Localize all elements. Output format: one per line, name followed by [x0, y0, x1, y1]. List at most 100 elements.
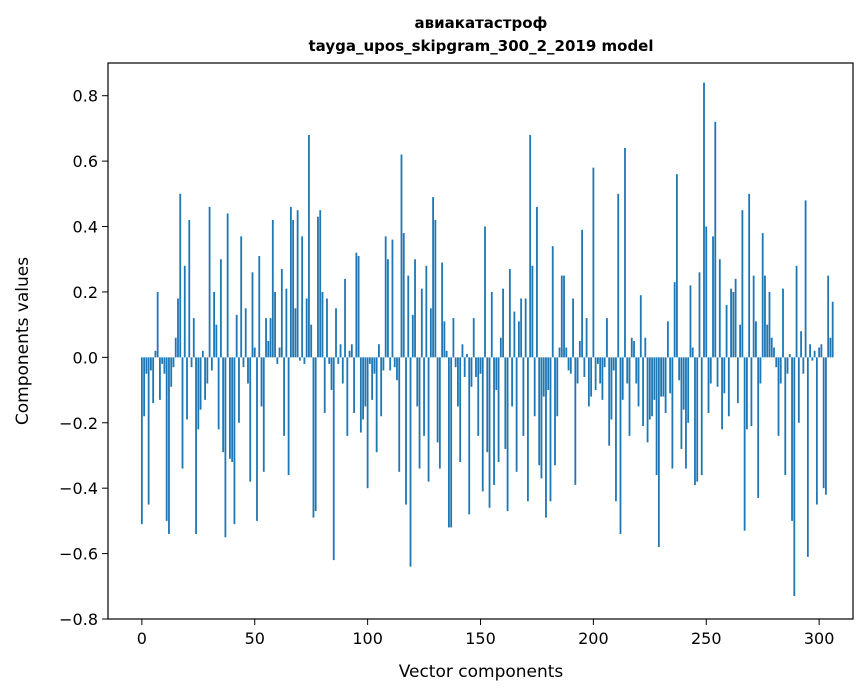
bar	[163, 357, 166, 374]
bar	[698, 272, 701, 358]
bar	[569, 357, 572, 374]
bar	[624, 148, 626, 358]
x-tick-label: 100	[352, 629, 383, 648]
bar	[251, 272, 254, 358]
bar	[499, 337, 502, 358]
bar	[323, 357, 326, 413]
bar	[655, 357, 658, 476]
bar	[472, 318, 475, 358]
bar	[585, 318, 588, 358]
x-axis-label: Vector components	[399, 662, 564, 682]
bar	[199, 357, 202, 410]
bar	[795, 265, 798, 358]
bar	[186, 357, 188, 420]
bar	[414, 259, 416, 358]
bar	[411, 314, 414, 358]
bar	[337, 357, 340, 364]
bar	[484, 226, 486, 358]
bar	[238, 357, 240, 423]
bar	[682, 357, 685, 410]
bar	[755, 321, 757, 358]
bar	[335, 308, 337, 358]
bar	[689, 285, 692, 358]
bar	[468, 357, 471, 515]
x-tick-label: 50	[245, 629, 265, 648]
bar	[298, 357, 301, 361]
bar	[140, 357, 143, 525]
bar	[761, 233, 764, 358]
bar	[736, 357, 739, 404]
bar	[709, 357, 712, 384]
bar	[145, 357, 148, 374]
bar	[703, 82, 705, 358]
bar	[545, 357, 547, 518]
bar	[804, 200, 807, 358]
bar	[773, 347, 775, 358]
bar	[619, 357, 622, 534]
bar	[829, 337, 832, 358]
bar	[734, 278, 737, 358]
bar	[267, 341, 270, 358]
y-tick-label: −0.6	[59, 545, 98, 564]
bar	[461, 344, 464, 358]
bar	[644, 337, 647, 358]
bar	[657, 357, 660, 548]
bar	[739, 324, 742, 358]
bar-series	[140, 82, 834, 597]
bar	[154, 350, 157, 358]
bar	[517, 321, 520, 358]
bar	[452, 318, 455, 358]
bar	[764, 275, 766, 358]
bar	[637, 357, 640, 407]
bar	[305, 298, 308, 358]
bar	[159, 357, 161, 400]
bar	[587, 357, 590, 407]
bar	[490, 291, 493, 358]
bar	[181, 357, 184, 469]
bar	[425, 265, 428, 358]
bar	[488, 357, 491, 508]
y-tick-label: −0.2	[59, 414, 98, 433]
bar	[594, 357, 597, 391]
bar	[355, 252, 358, 358]
bar	[222, 357, 225, 453]
bar	[149, 357, 152, 371]
bar	[168, 357, 170, 534]
bar	[527, 357, 529, 502]
bar	[174, 337, 177, 358]
x-axis-ticks: 0 50 100 150 200 250 300	[137, 619, 834, 648]
y-axis-ticks: −0.8 −0.6 −0.4 −0.2 0.0 0.2 0.4 0.6 0.8	[59, 87, 108, 629]
bar	[777, 357, 780, 436]
bar	[362, 357, 365, 420]
bar	[416, 357, 419, 407]
bar	[350, 344, 353, 358]
bar	[730, 288, 732, 358]
bar	[549, 357, 552, 502]
bar	[610, 357, 613, 420]
bar	[405, 357, 407, 505]
bar	[215, 324, 218, 358]
bar	[296, 210, 299, 358]
bar	[434, 219, 437, 358]
bar	[822, 357, 825, 489]
bar	[330, 357, 333, 391]
bar	[520, 298, 523, 358]
bar	[213, 291, 216, 358]
bar	[712, 236, 714, 358]
bar	[249, 357, 252, 482]
bar	[745, 357, 748, 430]
bar	[788, 354, 791, 358]
bar	[646, 357, 649, 443]
bar	[409, 357, 412, 567]
bar	[177, 298, 179, 358]
bar	[368, 357, 371, 364]
bar	[599, 357, 602, 384]
bar	[441, 262, 444, 358]
bar	[359, 357, 362, 433]
bar	[292, 219, 295, 358]
bar	[224, 357, 227, 538]
bar	[393, 357, 396, 368]
y-tick-label: 0.8	[73, 87, 98, 106]
bar	[775, 357, 778, 368]
bar	[375, 357, 378, 453]
